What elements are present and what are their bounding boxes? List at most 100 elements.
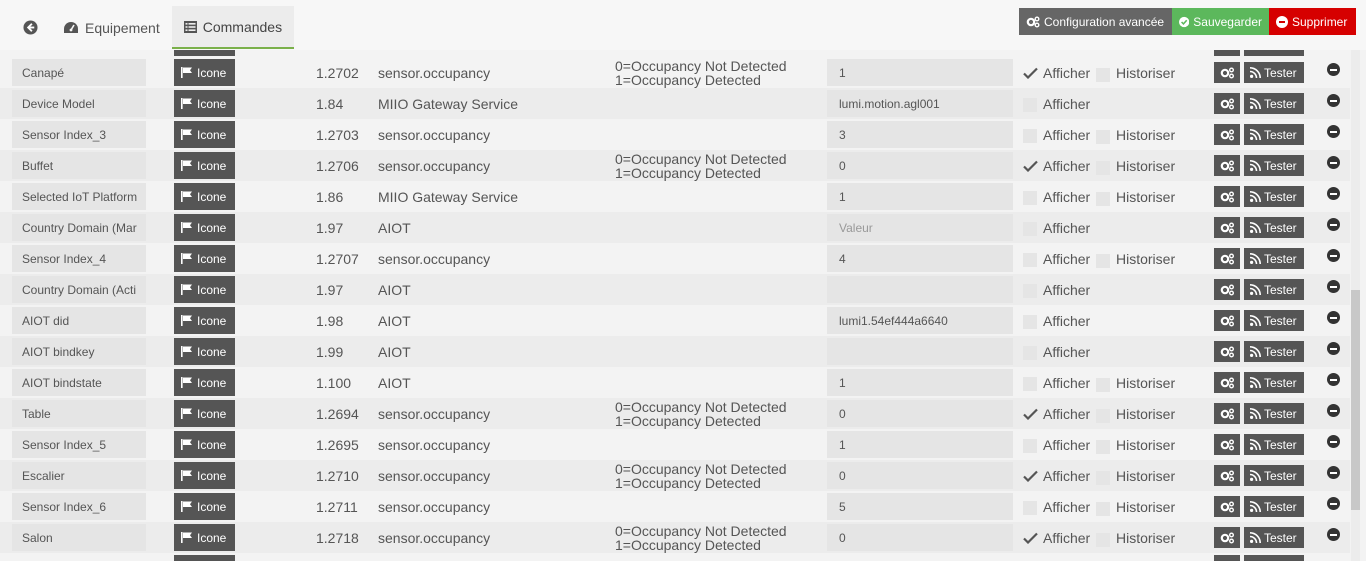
- afficher-checkbox[interactable]: [1023, 532, 1038, 546]
- icone-button[interactable]: Icone: [174, 245, 235, 272]
- afficher-checkbox[interactable]: [1023, 377, 1037, 391]
- command-config-button[interactable]: [1214, 186, 1240, 207]
- historiser-checkbox[interactable]: [1096, 440, 1110, 454]
- scrollbar-thumb[interactable]: [1351, 290, 1360, 510]
- remove-command-icon[interactable]: [1327, 218, 1340, 231]
- command-config-button[interactable]: [1214, 465, 1240, 486]
- command-config-button[interactable]: [1214, 372, 1240, 393]
- command-name-field[interactable]: Table: [12, 400, 146, 427]
- historiser-checkbox[interactable]: [1096, 378, 1110, 392]
- test-button[interactable]: Tester: [1244, 434, 1304, 455]
- command-name-field[interactable]: AIOT did: [12, 307, 146, 334]
- partial-icone-button[interactable]: [174, 50, 235, 56]
- command-name-field[interactable]: Device Model: [12, 90, 146, 117]
- test-button[interactable]: Tester: [1244, 93, 1304, 114]
- tab-commandes[interactable]: Commandes: [171, 6, 295, 49]
- test-button[interactable]: Tester: [1244, 62, 1304, 83]
- remove-command-icon[interactable]: [1327, 63, 1340, 76]
- command-config-button[interactable]: [1214, 155, 1240, 176]
- command-config-button[interactable]: [1214, 496, 1240, 517]
- command-value-field[interactable]: 1: [827, 183, 1013, 210]
- historiser-checkbox[interactable]: [1096, 192, 1110, 206]
- command-value-field[interactable]: 0: [827, 462, 1013, 489]
- test-button[interactable]: Tester: [1244, 465, 1304, 486]
- afficher-checkbox[interactable]: [1023, 439, 1037, 453]
- remove-command-icon[interactable]: [1327, 187, 1340, 200]
- test-button[interactable]: Tester: [1244, 310, 1304, 331]
- command-name-field[interactable]: Sensor Index_5: [12, 431, 146, 458]
- command-value-field[interactable]: [827, 276, 1013, 303]
- command-value-field[interactable]: 0: [827, 152, 1013, 179]
- remove-command-icon[interactable]: [1327, 435, 1340, 448]
- command-config-button[interactable]: [1214, 434, 1240, 455]
- icone-button[interactable]: Icone: [174, 276, 235, 303]
- test-button[interactable]: Tester: [1244, 527, 1304, 548]
- afficher-checkbox[interactable]: [1023, 501, 1037, 515]
- command-name-field[interactable]: Country Domain (Acti: [12, 276, 146, 303]
- command-name-field[interactable]: Escalier: [12, 462, 146, 489]
- command-config-button[interactable]: [1214, 403, 1240, 424]
- test-button[interactable]: Tester: [1244, 403, 1304, 424]
- command-name-field[interactable]: Canapé: [12, 59, 146, 86]
- command-name-field[interactable]: Country Domain (Mar: [12, 214, 146, 241]
- historiser-checkbox[interactable]: [1096, 533, 1110, 547]
- icone-button[interactable]: Icone: [174, 90, 235, 117]
- delete-button[interactable]: Supprimer: [1269, 8, 1356, 35]
- historiser-checkbox[interactable]: [1096, 254, 1110, 268]
- icone-button[interactable]: Icone: [174, 183, 235, 210]
- historiser-checkbox[interactable]: [1096, 68, 1110, 82]
- icone-button[interactable]: Icone: [174, 493, 235, 520]
- command-value-field[interactable]: 3: [827, 121, 1013, 148]
- afficher-checkbox[interactable]: [1023, 67, 1038, 81]
- partial-gear-button[interactable]: [1214, 555, 1240, 561]
- command-config-button[interactable]: [1214, 124, 1240, 145]
- command-config-button[interactable]: [1214, 62, 1240, 83]
- icone-button[interactable]: Icone: [174, 121, 235, 148]
- command-name-field[interactable]: Selected IoT Platform: [12, 183, 146, 210]
- command-name-field[interactable]: Sensor Index_4: [12, 245, 146, 272]
- icone-button[interactable]: Icone: [174, 431, 235, 458]
- afficher-checkbox[interactable]: [1023, 98, 1037, 112]
- command-name-field[interactable]: Salon: [12, 524, 146, 551]
- command-config-button[interactable]: [1214, 217, 1240, 238]
- remove-command-icon[interactable]: [1327, 280, 1340, 293]
- command-name-field[interactable]: AIOT bindkey: [12, 338, 146, 365]
- command-config-button[interactable]: [1214, 310, 1240, 331]
- afficher-checkbox[interactable]: [1023, 191, 1037, 205]
- remove-command-icon[interactable]: [1327, 497, 1340, 510]
- remove-command-icon[interactable]: [1327, 94, 1340, 107]
- test-button[interactable]: Tester: [1244, 496, 1304, 517]
- icone-button[interactable]: Icone: [174, 462, 235, 489]
- partial-test-button[interactable]: [1244, 555, 1304, 561]
- command-value-field[interactable]: Valeur: [827, 214, 1013, 241]
- icone-button[interactable]: Icone: [174, 152, 235, 179]
- command-value-field[interactable]: 1: [827, 369, 1013, 396]
- icone-button[interactable]: Icone: [174, 369, 235, 396]
- afficher-checkbox[interactable]: [1023, 222, 1037, 236]
- command-value-field[interactable]: 5: [827, 493, 1013, 520]
- command-value-field[interactable]: [827, 338, 1013, 365]
- partial-gear-button[interactable]: [1214, 50, 1240, 56]
- remove-command-icon[interactable]: [1327, 156, 1340, 169]
- partial-test-button[interactable]: [1244, 50, 1304, 56]
- test-button[interactable]: Tester: [1244, 279, 1304, 300]
- remove-command-icon[interactable]: [1327, 466, 1340, 479]
- command-value-field[interactable]: 0: [827, 400, 1013, 427]
- afficher-checkbox[interactable]: [1023, 470, 1038, 484]
- icone-button[interactable]: Icone: [174, 400, 235, 427]
- remove-command-icon[interactable]: [1327, 125, 1340, 138]
- command-config-button[interactable]: [1214, 527, 1240, 548]
- command-value-field[interactable]: 4: [827, 245, 1013, 272]
- partial-icone-button[interactable]: [174, 555, 235, 561]
- historiser-checkbox[interactable]: [1096, 502, 1110, 516]
- command-config-button[interactable]: [1214, 93, 1240, 114]
- command-name-field[interactable]: Sensor Index_3: [12, 121, 146, 148]
- remove-command-icon[interactable]: [1327, 528, 1340, 541]
- remove-command-icon[interactable]: [1327, 249, 1340, 262]
- back-button[interactable]: [10, 6, 51, 49]
- command-value-field[interactable]: lumi1.54ef444a6640: [827, 307, 1013, 334]
- afficher-checkbox[interactable]: [1023, 346, 1037, 360]
- icone-button[interactable]: Icone: [174, 338, 235, 365]
- historiser-checkbox[interactable]: [1096, 161, 1110, 175]
- afficher-checkbox[interactable]: [1023, 315, 1037, 329]
